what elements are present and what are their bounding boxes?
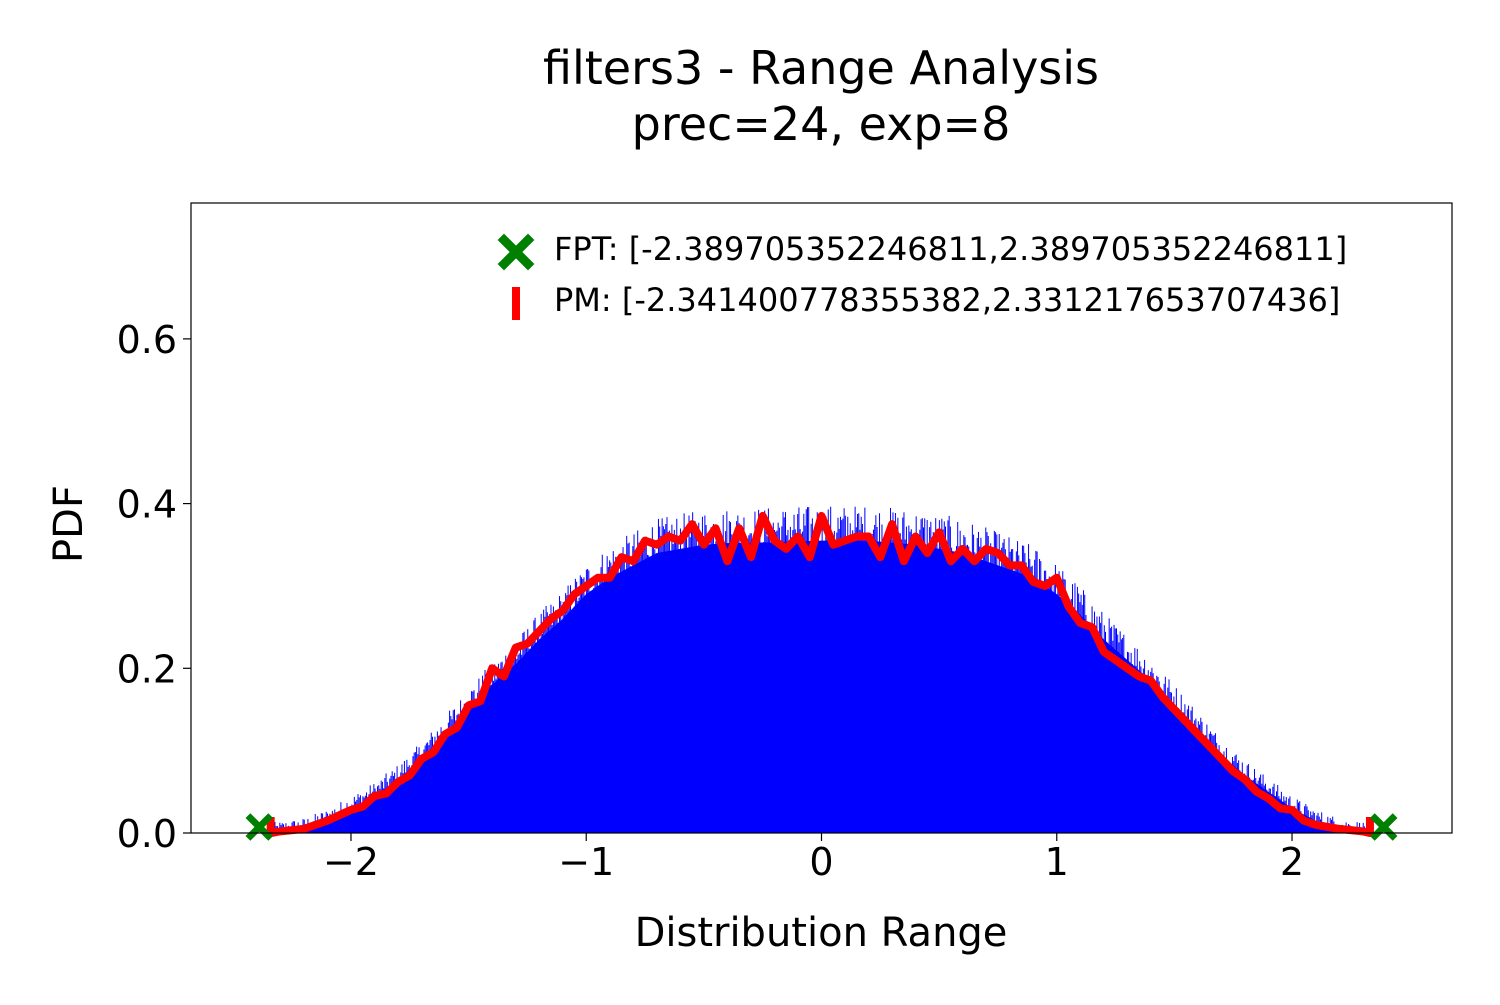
y-axis-label: PDF: [46, 485, 92, 563]
x-tick-label: −2: [323, 840, 379, 884]
legend-fpt-x: [497, 233, 535, 271]
legend-fpt-x-stroke: [497, 233, 535, 271]
y-tick-label: 0.4: [117, 483, 177, 527]
legend: FPT: [-2.389705352246811,2.3897053522468…: [497, 230, 1347, 320]
y-tick-label: 0.0: [117, 812, 177, 856]
pm-upper-marker: [1365, 817, 1374, 833]
legend-fpt-marker-icon: [497, 233, 535, 271]
y-tick-label: 0.6: [117, 318, 177, 362]
x-axis-label: Distribution Range: [635, 910, 1008, 956]
legend-pm-label: PM: [-2.341400778355382,2.33121765370743…: [554, 281, 1340, 319]
x-tick-label: −1: [558, 840, 614, 884]
legend-pm-marker-icon: [512, 287, 520, 320]
legend-fpt-label: FPT: [-2.389705352246811,2.3897053522468…: [554, 230, 1347, 268]
plot-area: −2 −1 0 1 2 0.0 0.2 0.4 0.6: [117, 202, 1453, 884]
x-tick-label: 2: [1280, 840, 1304, 884]
chart-title: filters3 - Range Analysis: [543, 41, 1099, 95]
x-tick-label: 1: [1045, 840, 1069, 884]
density-curve-line: [266, 511, 1374, 837]
x-tick-label: 0: [809, 840, 833, 884]
y-tick-label: 0.2: [117, 647, 177, 691]
histogram-fill: [270, 540, 1370, 833]
pm-lower-marker: [266, 817, 275, 833]
chart-subtitle: prec=24, exp=8: [632, 97, 1011, 151]
